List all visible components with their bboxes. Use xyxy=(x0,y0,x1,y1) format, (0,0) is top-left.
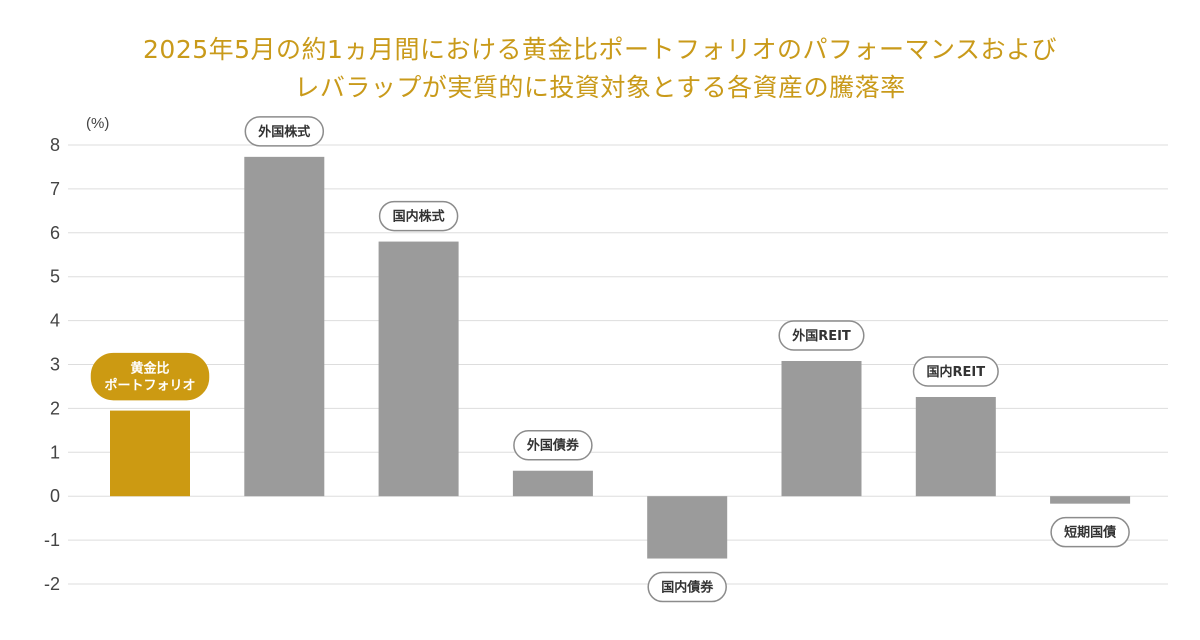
category-label: 黄金比ポートフォリオ xyxy=(90,352,210,401)
chart-subtitle: レバラップが実質的に投資対象とする各資産の騰落率 xyxy=(294,73,906,102)
category-label-pill xyxy=(378,200,459,232)
y-tick-label: 2 xyxy=(50,398,60,418)
category-label-text: 黄金比 xyxy=(130,361,169,377)
category-label: 外国債券 xyxy=(513,429,593,461)
category-label-text: 外国株式 xyxy=(257,124,310,140)
bar xyxy=(781,360,862,497)
category-label-text: 外国REIT xyxy=(791,328,851,344)
category-label-text: 短期国債 xyxy=(1064,525,1116,541)
chart-title: 2025年5月の約1ヵ月間における黄金比ポートフォリオのパフォーマンスおよび xyxy=(143,35,1057,64)
y-tick-label: 3 xyxy=(50,355,60,375)
y-tick-label: 5 xyxy=(50,267,60,287)
bar xyxy=(915,396,996,497)
y-tick-label: 7 xyxy=(50,179,60,199)
category-label-pill xyxy=(647,571,727,603)
y-tick-label: -2 xyxy=(44,574,60,594)
y-tick-label: 6 xyxy=(50,223,60,243)
category-label-text: 国内株式 xyxy=(393,209,445,225)
category-label-pill xyxy=(513,429,593,461)
category-label-text: 国内債券 xyxy=(661,580,714,596)
bar xyxy=(244,156,325,497)
category-label-pill xyxy=(244,116,325,147)
y-tick-label: 1 xyxy=(50,442,60,462)
y-tick-label: -1 xyxy=(44,530,60,550)
category-label: 国内債券 xyxy=(647,571,727,603)
category-label: 短期国債 xyxy=(1050,516,1130,548)
y-axis-unit: (%) xyxy=(86,115,109,132)
bar xyxy=(647,496,728,559)
category-label: 外国株式 xyxy=(244,116,325,147)
y-tick-label: 0 xyxy=(50,486,60,506)
category-label-text: 外国債券 xyxy=(526,438,580,454)
bar xyxy=(512,470,593,497)
category-label: 国内株式 xyxy=(378,200,459,232)
category-label-pill xyxy=(778,320,865,351)
category-label-text: ポートフォリオ xyxy=(104,378,195,394)
y-tick-label: 8 xyxy=(50,135,60,155)
category-label-pill xyxy=(90,352,210,401)
category-label-pill xyxy=(912,356,999,387)
category-label: 国内REIT xyxy=(912,356,999,387)
category-label: 外国REIT xyxy=(778,320,865,351)
bar xyxy=(110,410,190,497)
bar xyxy=(1050,496,1131,504)
category-label-text: 国内REIT xyxy=(926,364,985,380)
category-label-pill xyxy=(1050,516,1130,548)
y-tick-label: 4 xyxy=(50,311,60,331)
bar xyxy=(378,241,459,497)
